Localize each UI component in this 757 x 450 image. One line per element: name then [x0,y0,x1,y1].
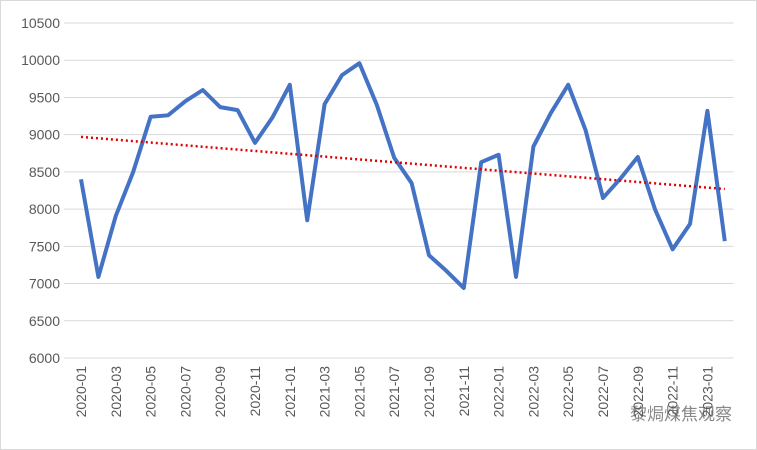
x-tick-label: 2021-01 [282,366,298,418]
x-tick-label: 2021-09 [421,366,437,418]
x-tick-label: 2022-01 [491,366,507,418]
y-tick-label: 7500 [29,238,60,254]
watermark: 黎焗煤焦观察 [630,405,732,424]
x-tick-label: 2022-03 [525,366,541,418]
x-tick-label: 2020-05 [143,366,159,418]
y-tick-label: 9500 [29,89,60,105]
y-tick-label: 9000 [29,127,60,143]
y-tick-label: 6000 [29,350,60,366]
x-tick-label: 2021-05 [351,366,367,418]
x-tick-label: 2021-03 [317,366,333,418]
x-tick-label: 2020-07 [177,366,193,418]
y-tick-label: 10000 [21,52,60,68]
y-tick-label: 8000 [29,201,60,217]
x-tick-label: 2023-01 [699,366,715,418]
x-tick-label: 2022-11 [665,366,681,417]
x-tick-label: 2020-01 [73,366,89,418]
y-tick-label: 10500 [21,15,60,31]
x-tick-label: 2021-07 [386,366,402,418]
data-line [79,61,727,291]
x-tick-label: 2020-11 [247,366,263,417]
y-tick-label: 6500 [29,313,60,329]
x-tick-label: 2021-11 [456,366,472,417]
x-tick-label: 2022-05 [560,366,576,418]
x-tick-label: 2022-09 [630,366,646,418]
x-tick-label: 2022-07 [595,366,611,418]
x-tick-label: 2020-03 [108,366,124,418]
y-tick-label: 8500 [29,164,60,180]
x-tick-label: 2020-09 [212,366,228,418]
y-tick-label: 7000 [29,276,60,292]
